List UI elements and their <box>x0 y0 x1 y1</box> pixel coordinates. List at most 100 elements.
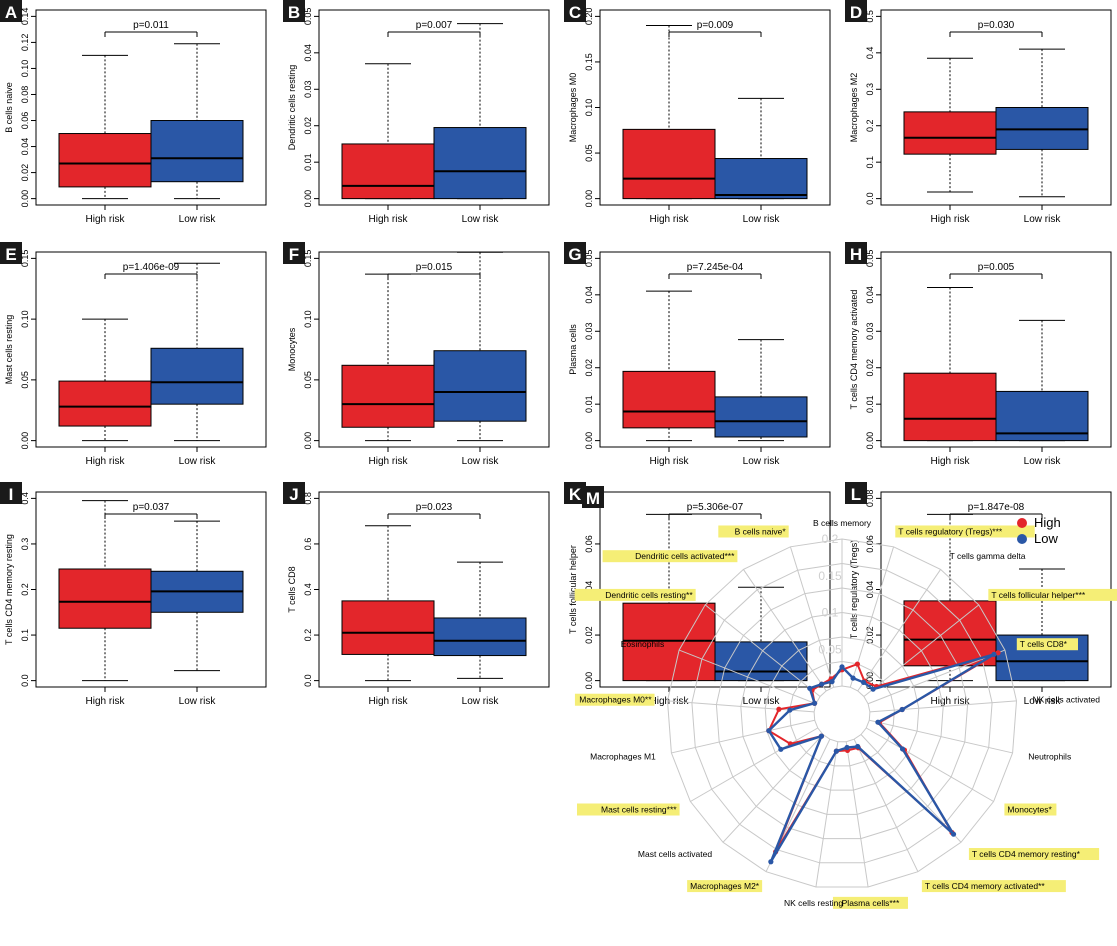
radar-spoke <box>678 649 817 705</box>
x-tick-label: Low risk <box>179 696 217 707</box>
plot-frame <box>880 251 1112 448</box>
y-tick-label: 0.2 <box>865 119 875 132</box>
panel-letter: E <box>5 245 16 264</box>
axis-label-highlight <box>832 896 908 909</box>
panel-letter-bg <box>845 482 867 504</box>
axis-label-highlight <box>718 525 789 538</box>
legend-marker-low <box>1017 534 1027 544</box>
y-axis-label: T cells CD4 memory resting <box>4 534 14 645</box>
y-tick-label: 0.10 <box>20 310 30 328</box>
iqr-box <box>714 158 808 200</box>
y-tick-label: 0.1 <box>865 156 875 169</box>
y-tick-label: 0.0 <box>865 192 875 205</box>
boxplot-panel-h: H 0.00 0.01 0.02 0.03 0.04 0.05 T cells CD4 mem… <box>845 242 1112 467</box>
x-tick-label: Low risk <box>179 214 217 225</box>
pvalue-label: p=0.011 <box>133 20 169 31</box>
axis-label-highlight <box>895 525 1035 538</box>
high-risk-box <box>341 525 435 682</box>
y-tick-label: 0.2 <box>303 629 313 642</box>
y-tick-label: 0.02 <box>20 164 30 182</box>
radar-ring <box>715 587 969 840</box>
radar-point <box>811 700 818 706</box>
axis-label-highlight <box>602 550 738 563</box>
pvalue-label: p=0.023 <box>416 502 453 513</box>
radar-spoke <box>789 546 835 688</box>
y-tick-label: 0.12 <box>20 34 30 52</box>
y-tick-label: 0.3 <box>865 83 875 96</box>
iqr-box <box>622 370 716 429</box>
radar-point <box>819 681 825 687</box>
radar-point <box>787 707 793 713</box>
low-risk-box <box>433 251 527 442</box>
panel-letter-bg <box>283 0 305 22</box>
x-tick-label: High risk <box>369 456 409 467</box>
radar-axis-label: Plasma cells*** <box>842 898 900 908</box>
high-risk-box <box>622 290 716 442</box>
axis-label-highlight <box>1004 803 1057 816</box>
radar-axis-label: Monocytes* <box>1007 805 1052 815</box>
y-tick-label: 0.02 <box>865 626 875 644</box>
y-tick-label: 0.02 <box>303 117 313 135</box>
low-risk-box <box>714 339 808 442</box>
pvalue-label: p=0.009 <box>697 20 734 31</box>
y-tick-label: 0.05 <box>584 144 594 162</box>
panel-letter-bg <box>0 0 22 22</box>
radar-series-low <box>766 651 997 865</box>
y-tick-label: 0.5 <box>865 10 875 23</box>
plot-frame <box>880 9 1112 206</box>
radar-ring-label: 0.05 <box>818 642 842 656</box>
panel-letter-bg <box>564 482 586 504</box>
radar-axis-label: B cells naive* <box>735 526 787 536</box>
x-tick-label: Low risk <box>1024 214 1062 225</box>
y-tick-label: 0.0 <box>303 674 313 687</box>
boxplot-panel-b: B 0.00 0.01 0.02 0.03 0.04 0.05 Dendritic cells… <box>283 0 550 225</box>
panel-letter-bg <box>283 242 305 264</box>
high-risk-box <box>58 318 152 442</box>
radar-spoke <box>815 741 839 888</box>
radar-axis-label: T cells gamma delta <box>950 551 1026 561</box>
y-tick-label: 0.04 <box>303 44 313 62</box>
boxplot-panel-e: E 0.00 0.05 0.10 0.15 Mast cells resting High … <box>0 242 267 467</box>
plot-frame <box>318 251 550 448</box>
y-axis-label: T cells follicular helper <box>568 545 578 634</box>
panel-letter: L <box>851 485 861 504</box>
radar-axis-label: Dendritic cells activated*** <box>635 551 735 561</box>
high-risk-box <box>903 287 997 442</box>
x-tick-label: High risk <box>931 456 971 467</box>
radar-spoke <box>690 727 819 802</box>
low-risk-box <box>995 319 1089 442</box>
x-tick-label: High risk <box>931 214 971 225</box>
panel-letter: D <box>850 3 862 22</box>
radar-point <box>776 706 782 712</box>
iqr-box <box>150 347 244 405</box>
radar-point <box>766 728 772 734</box>
panel-letter-bg <box>564 242 586 264</box>
y-tick-label: 0.4 <box>20 492 30 505</box>
radar-ring <box>666 538 1018 888</box>
radar-spoke <box>865 727 994 802</box>
x-tick-label: Low risk <box>1024 456 1062 467</box>
radar-ring <box>789 660 895 767</box>
y-axis-label: Macrophages M0 <box>568 73 578 143</box>
panel-letter: K <box>569 485 582 504</box>
y-tick-label: 0.04 <box>584 286 594 304</box>
high-risk-box <box>58 500 152 682</box>
y-tick-label: 0.04 <box>865 286 875 304</box>
y-axis-label: Plasma cells <box>568 324 578 375</box>
radar-axis-label: T cells regulatory (Tregs)*** <box>898 526 1003 536</box>
radar-point <box>807 685 813 691</box>
y-tick-label: 0.1 <box>20 629 30 642</box>
radar-ring <box>691 562 993 864</box>
radar-point <box>768 859 774 865</box>
panel-letter-bg <box>564 0 586 22</box>
y-axis-label: Dendritic cells resting <box>287 65 297 151</box>
radar-point <box>818 733 825 739</box>
panel-letter: A <box>5 3 17 22</box>
panel-letter: F <box>289 245 299 264</box>
radar-spoke <box>853 739 919 872</box>
y-tick-label: 0.03 <box>865 323 875 341</box>
high-risk-box <box>58 54 152 200</box>
radar-point <box>899 746 906 752</box>
radar-axis-label: Macrophages M0** <box>579 695 652 705</box>
